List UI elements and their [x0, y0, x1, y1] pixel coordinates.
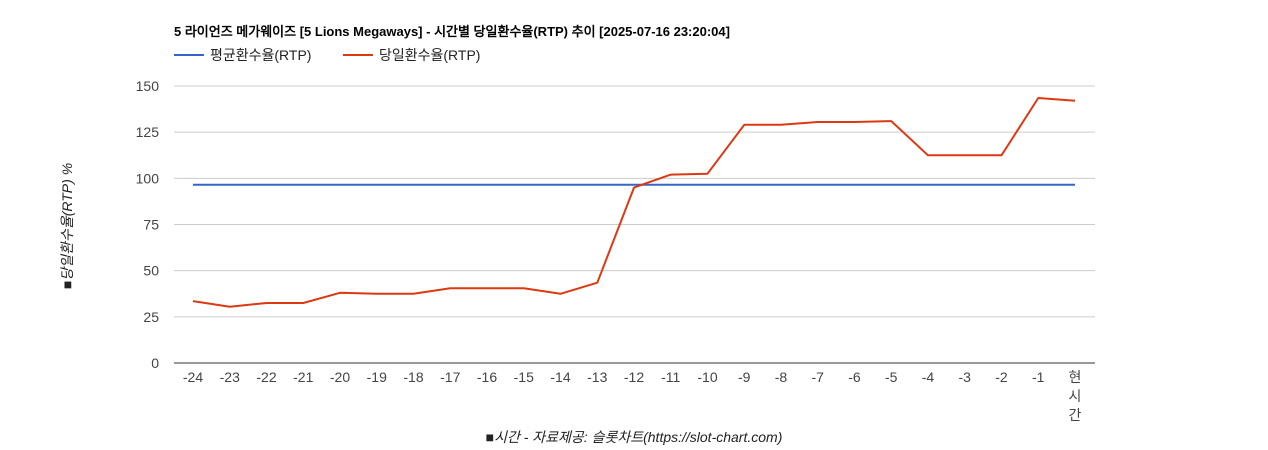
- x-tick-label: -17: [440, 369, 460, 385]
- legend-label-average: 평균환수율(RTP): [210, 47, 311, 63]
- x-tick-label: -13: [587, 369, 607, 385]
- x-axis-title: ■시간 - 자료제공: 슬롯차트(https://slot-chart.com): [486, 429, 783, 445]
- y-tick-label: 25: [143, 309, 159, 325]
- y-tick-label: 50: [143, 263, 159, 279]
- legend-item-daily[interactable]: 당일환수율(RTP): [343, 47, 480, 63]
- x-tick-label: -11: [661, 369, 680, 385]
- x-tick-label: -10: [697, 369, 717, 385]
- x-tick-label: -18: [403, 369, 423, 385]
- x-tick-label: -20: [330, 369, 350, 385]
- series-line-1[interactable]: [192, 97, 1076, 308]
- x-tick-label: -24: [183, 369, 203, 385]
- x-tick-label: -19: [367, 369, 387, 385]
- y-axis-ticks: 0 25 50 75 100 125 150: [136, 78, 160, 371]
- x-tick-label: -2: [995, 369, 1008, 385]
- legend-item-average[interactable]: 평균환수율(RTP): [174, 47, 311, 63]
- x-tick-label: -14: [550, 369, 570, 385]
- x-tick-label: -1: [1032, 369, 1045, 385]
- x-tick-label: -12: [624, 369, 644, 385]
- y-tick-label: 75: [143, 217, 159, 233]
- x-axis-ticks: -24 -23 -22 -21 -20 -19 -18 -17 -16 -15 -14 -13 -12 -…: [183, 369, 1082, 423]
- series-lines: [192, 97, 1076, 308]
- x-tick-label: -8: [775, 369, 788, 385]
- chart-title: 5 라이언즈 메가웨이즈 [5 Lions Megaways] - 시간별 당일…: [174, 24, 730, 39]
- gridlines: [174, 85, 1095, 318]
- x-tick-label: -4: [922, 369, 935, 385]
- x-tick-label: -3: [959, 369, 972, 385]
- legend-label-daily: 당일환수율(RTP): [379, 47, 480, 63]
- x-tick-label: -23: [220, 369, 240, 385]
- x-tick-label: -5: [885, 369, 898, 385]
- x-tick-label: -16: [477, 369, 497, 385]
- legend: 평균환수율(RTP) 당일환수율(RTP): [174, 47, 480, 63]
- y-axis-title: ■당일환수율(RTP) %: [59, 163, 75, 289]
- x-tick-label: -9: [738, 369, 751, 385]
- x-tick-label: -22: [256, 369, 276, 385]
- x-tick-label: -15: [514, 369, 534, 385]
- y-tick-label: 125: [136, 124, 160, 140]
- x-tick-label: -6: [848, 369, 861, 385]
- x-tick-label: -21: [293, 369, 313, 385]
- y-tick-label: 150: [136, 78, 160, 94]
- x-tick-label: -7: [812, 369, 825, 385]
- y-tick-label: 100: [136, 170, 160, 186]
- y-tick-label: 0: [151, 355, 159, 371]
